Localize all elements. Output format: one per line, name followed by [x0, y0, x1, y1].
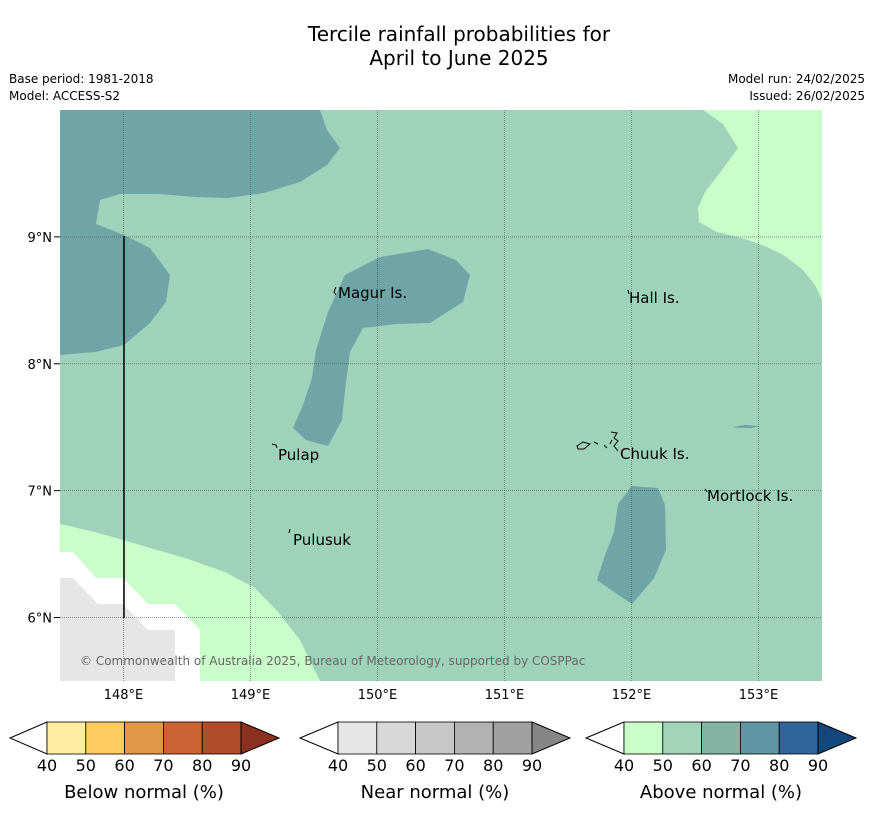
colorbar-upper-extension	[531, 721, 572, 755]
colorbar-tick-label: 70	[444, 756, 464, 775]
longitude-tick-label: 150°E	[358, 688, 398, 703]
place-label: Pulap	[278, 446, 319, 464]
latitude-tick-label: 6°N	[28, 612, 53, 627]
map-gridlines	[60, 110, 822, 681]
colorbar-label: Near normal (%)	[361, 782, 510, 803]
colorbar-segment	[623, 721, 664, 755]
latitude-tick-label: 9°N	[28, 231, 53, 246]
longitude-tick-label: 149°E	[231, 688, 271, 703]
colorbar-tick-label: 60	[691, 756, 711, 775]
latitude-labels: 9°N 8°N 7°N 6°N	[28, 231, 60, 627]
colorbar-segment	[201, 721, 242, 755]
colorbar-tick-label: 90	[808, 756, 828, 775]
colorbar-segment	[701, 721, 741, 755]
colorbar-segment	[778, 721, 819, 755]
latitude-tick-label: 7°N	[28, 485, 53, 500]
colorbar-tick-label: 40	[614, 756, 634, 775]
place-label: Mortlock Is.	[707, 487, 793, 505]
colorbar-segment	[492, 721, 533, 755]
colorbar-segment	[415, 721, 455, 755]
region-above-60-70-islet	[732, 425, 760, 428]
colorbar-segment	[162, 721, 203, 755]
island-outlines	[271, 286, 708, 534]
title-line-2: April to June 2025	[369, 46, 549, 70]
longitude-tick-label: 153°E	[739, 688, 779, 703]
mortlock-island-outline	[704, 488, 708, 493]
colorbar-tick-label: 60	[405, 756, 425, 775]
place-label: Pulusuk	[293, 531, 351, 549]
place-label: Magur Is.	[338, 284, 407, 302]
colorbar-upper-extension	[817, 721, 858, 755]
colorbar-tick-label: 80	[769, 756, 789, 775]
colorbar-segment	[337, 721, 378, 755]
pulusuk-island-outline	[288, 528, 291, 534]
colorbar-segment	[662, 721, 702, 755]
map-area	[60, 110, 822, 681]
colorbar-label: Above normal (%)	[640, 782, 802, 803]
pulap-island-outline	[271, 443, 278, 449]
base-period: Base period: 1981-2018	[9, 72, 154, 86]
colorbar-tick-label: 70	[730, 756, 750, 775]
colorbar-tick-label: 40	[37, 756, 57, 775]
colorbar-lower-extension	[8, 721, 48, 755]
meta-right: Model run: 24/02/2025 Issued: 26/02/2025	[728, 71, 865, 105]
colorbar-tick-label: 40	[328, 756, 348, 775]
colorbar-tick-label: 50	[76, 756, 96, 775]
map-title: Tercile rainfall probabilities for April…	[0, 22, 873, 70]
longitude-tick-label: 148°E	[104, 688, 144, 703]
colorbar-lower-extension	[584, 721, 625, 755]
issued-date: Issued: 26/02/2025	[749, 89, 865, 103]
colorbar-segment	[740, 721, 780, 755]
colorbar-segment	[453, 721, 494, 755]
colorbar-segment	[85, 721, 126, 755]
place-label: Hall Is.	[629, 289, 680, 307]
colorbar-tick-label: 90	[231, 756, 251, 775]
colorbar: 40 50 60 70 80 90 Near normal (%)	[298, 721, 572, 803]
copyright-notice: © Commonwealth of Australia 2025, Bureau…	[80, 654, 585, 668]
longitude-labels: 148°E 149°E 150°E 151°E 152°E 153°E	[104, 688, 779, 703]
colorbar-tick-label: 60	[114, 756, 134, 775]
magur-island-outline	[333, 286, 337, 296]
title-line-1: Tercile rainfall probabilities for	[307, 22, 611, 46]
colorbar-label: Below normal (%)	[64, 782, 224, 803]
colorbar: 40 50 60 70 80 90 Below normal (%)	[8, 721, 281, 803]
place-labels: Magur Is. Hall Is. Pulap Chuuk Is. Mortlock …	[278, 284, 793, 549]
colorbar-tick-label: 80	[483, 756, 503, 775]
legends: 40 50 60 70 80 90 Below normal (%) 40 50 60 70 80 90…	[8, 721, 858, 803]
longitude-tick-label: 152°E	[612, 688, 652, 703]
region-above-60-70-northwest	[60, 110, 340, 355]
colorbar-tick-label: 90	[522, 756, 542, 775]
region-above-40-50-northeast	[698, 110, 822, 300]
colorbar: 40 50 60 70 80 90 Above normal (%)	[584, 721, 858, 803]
colorbar-tick-label: 70	[153, 756, 173, 775]
colorbar-tick-label: 50	[653, 756, 673, 775]
hall-island-outline	[627, 289, 630, 295]
chuuk-lagoon-outline	[576, 431, 619, 452]
colorbar-segment	[376, 721, 416, 755]
model-run: Model run: 24/02/2025	[727, 72, 865, 86]
region-above-60-70-magur	[293, 249, 470, 446]
colorbar-upper-extension	[240, 721, 281, 755]
longitude-tick-label: 151°E	[485, 688, 525, 703]
place-label: Chuuk Is.	[620, 445, 689, 463]
colorbar-segment	[46, 721, 87, 755]
model-name: Model: ACCESS-S2	[9, 89, 121, 103]
meta-left: Base period: 1981-2018 Model: ACCESS-S2	[9, 71, 154, 105]
colorbar-segment	[124, 721, 164, 755]
colorbar-tick-label: 80	[192, 756, 212, 775]
colorbar-tick-label: 50	[367, 756, 387, 775]
latitude-tick-label: 8°N	[28, 358, 53, 373]
region-near-normal-40-50	[60, 578, 175, 681]
colorbar-lower-extension	[298, 721, 339, 755]
